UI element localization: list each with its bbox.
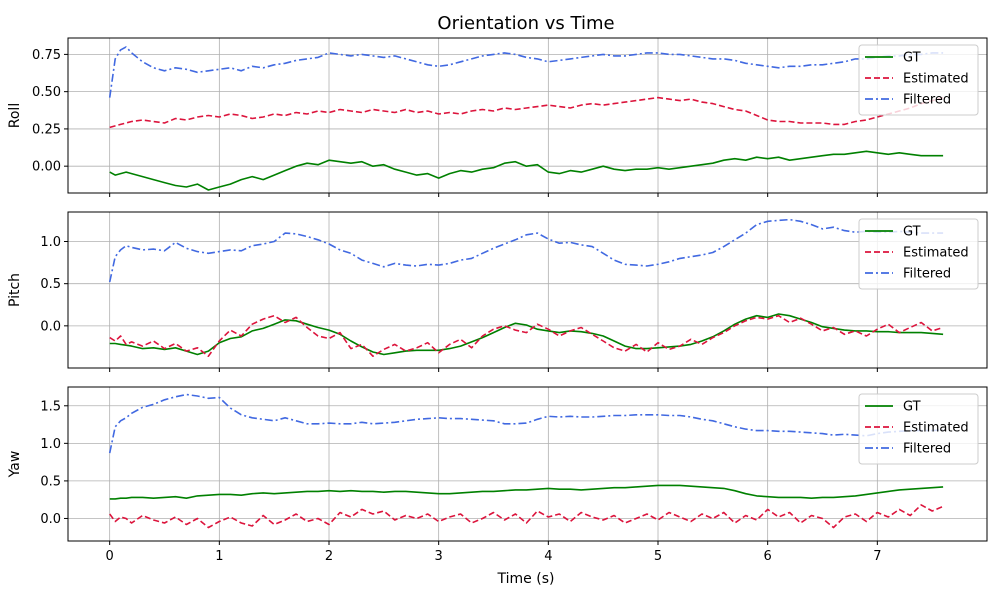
legend-label-estimated: Estimated (903, 421, 969, 436)
legend-box (858, 44, 979, 116)
x-tick-label: 4 (544, 549, 552, 564)
y-axis-label: Roll (7, 103, 23, 128)
legend-label-filtered: Filtered (903, 442, 951, 457)
legend-box (858, 393, 979, 465)
y-tick-label: 0.00 (32, 160, 61, 175)
y-tick-label: 0.0 (40, 512, 61, 527)
subplot-pitch: 0.0 0.5 1.0 Pitch GT Estimated Filtered (7, 211, 988, 372)
subplot-yaw: 0.0 0.5 1.0 1.5 0 1 2 3 4 5 6 7 Yaw GT Estimated Filter… (7, 386, 988, 564)
x-tick-label: 2 (325, 549, 333, 564)
x-tick-label: 0 (106, 549, 114, 564)
y-axis-label: Pitch (7, 273, 23, 307)
legend: GT Estimated Filtered (858, 44, 979, 116)
y-tick-label: 0.0 (40, 319, 61, 334)
series-line-gt (109, 484, 944, 500)
legend-label-filtered: Filtered (903, 267, 951, 282)
y-tick-label: 1.0 (40, 437, 61, 452)
legend-label-gt: GT (903, 400, 921, 415)
series-line-estimated (109, 96, 944, 129)
y-tick-label: 0.5 (40, 277, 61, 292)
legend: GT Estimated Filtered (858, 393, 979, 465)
legend-label-gt: GT (903, 51, 921, 66)
axes-frame (67, 386, 988, 542)
x-tick-label: 5 (654, 549, 662, 564)
x-axis-label: Time (s) (497, 571, 555, 587)
series-line-filtered (108, 46, 944, 98)
series-line-filtered (108, 393, 944, 454)
x-tick-label: 6 (764, 549, 772, 564)
subplot-roll: 0.00 0.25 0.50 0.75 Roll GT Estimated Filtered (7, 37, 988, 197)
legend-label-filtered: Filtered (903, 93, 951, 108)
subplot-panels: 0.000.250.500.75RollGTEstimatedFiltered0… (7, 37, 988, 564)
y-tick-label: 0.25 (32, 122, 61, 137)
x-tick-label: 7 (873, 549, 881, 564)
y-tick-label: 0.75 (32, 48, 61, 63)
series-line-estimated (109, 504, 944, 529)
series-line-filtered (108, 218, 944, 283)
x-tick-label: 1 (215, 549, 223, 564)
y-tick-label: 1.0 (40, 235, 61, 250)
y-tick-label: 1.5 (40, 399, 61, 414)
legend-label-estimated: Estimated (903, 72, 969, 87)
y-axis-label: Yaw (7, 451, 23, 479)
legend-label-estimated: Estimated (903, 246, 969, 261)
legend-label-gt: GT (903, 225, 921, 240)
axes-frame (67, 211, 988, 369)
series-line-estimated (109, 314, 944, 358)
y-tick-label: 0.5 (40, 474, 61, 489)
chart-title: Orientation vs Time (437, 13, 614, 34)
x-tick-label: 3 (435, 549, 443, 564)
legend-box (858, 218, 979, 290)
series-line-gt (109, 150, 944, 191)
y-tick-label: 0.50 (32, 85, 61, 100)
legend: GT Estimated Filtered (858, 218, 979, 290)
axes-frame (67, 37, 988, 194)
